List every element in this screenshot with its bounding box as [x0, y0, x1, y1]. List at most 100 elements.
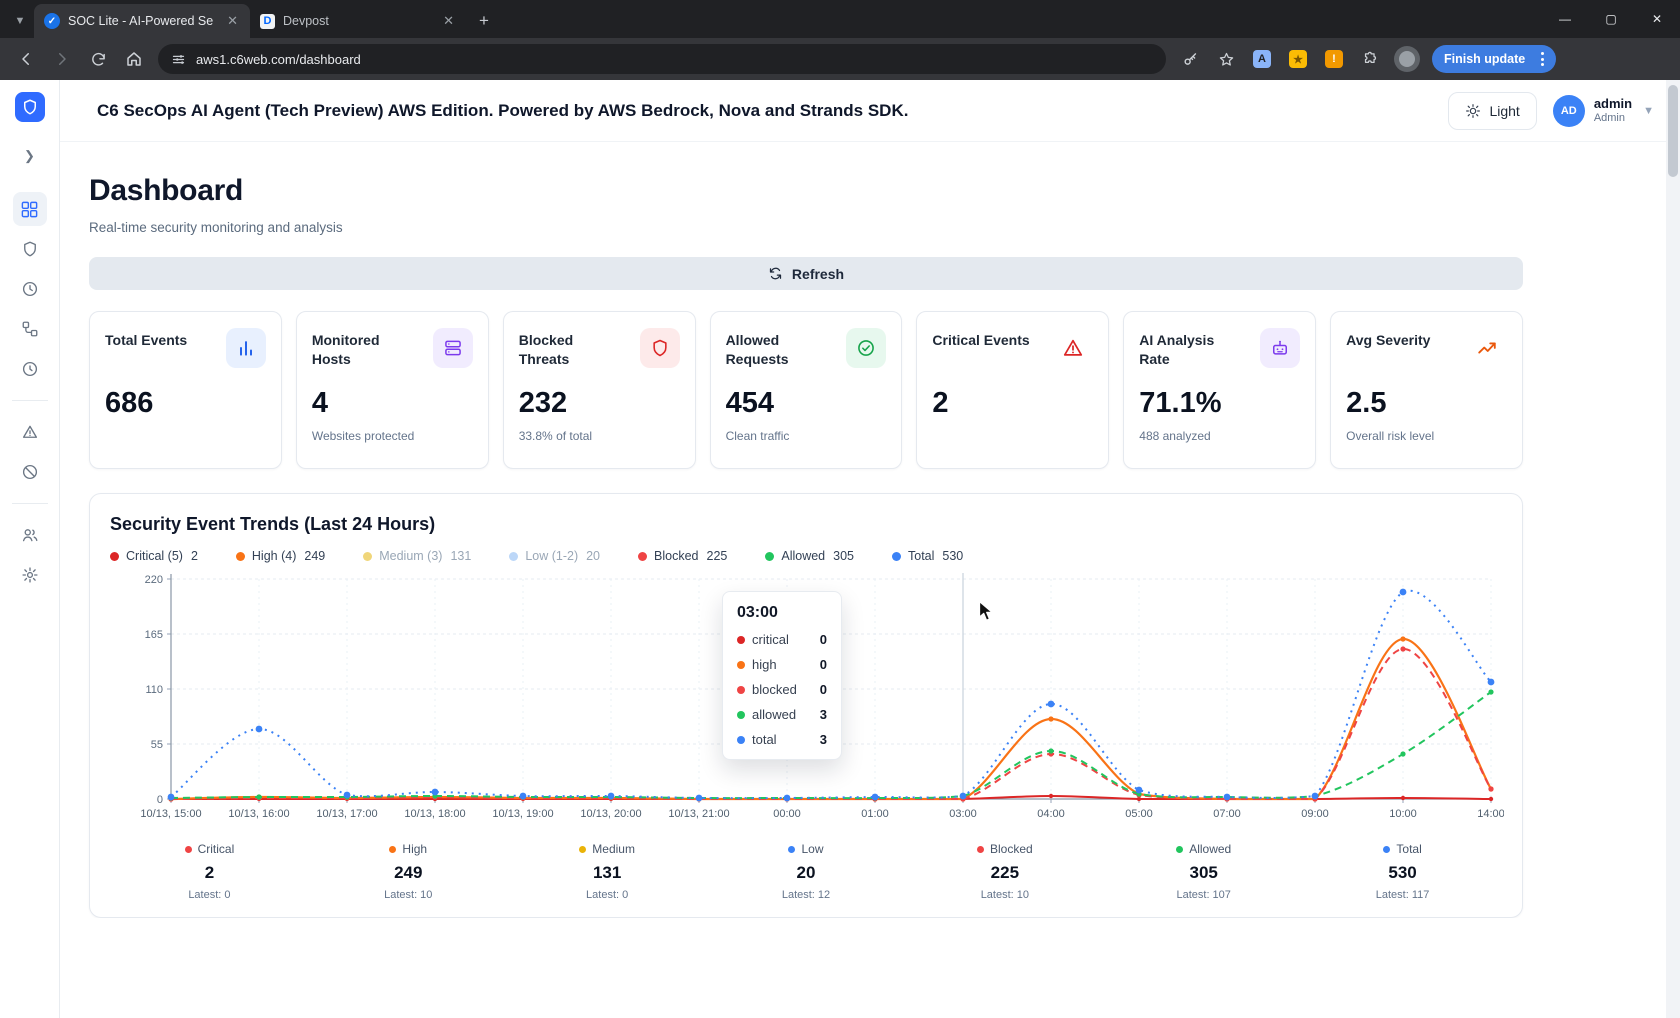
trend-chart-card: Security Event Trends (Last 24 Hours) Cr…: [89, 493, 1523, 918]
new-tab-button[interactable]: +: [479, 11, 489, 30]
legend-item-total[interactable]: Total 530: [892, 549, 963, 563]
back-icon[interactable]: [10, 43, 42, 75]
legend-item-low[interactable]: Low (1-2) 20: [509, 549, 600, 563]
app-logo[interactable]: [14, 92, 45, 122]
sidebar-divider: [11, 400, 48, 401]
refresh-button[interactable]: Refresh: [89, 257, 1523, 290]
stat-sub: 33.8% of total: [518, 429, 593, 443]
stat-card-allowed-requests: Allowed Requests 454 Clean traffic: [709, 311, 903, 469]
sidebar-item-users[interactable]: [13, 518, 47, 552]
tab-devpost[interactable]: D Devpost ✕: [250, 4, 466, 38]
svg-text:10/13, 19:00: 10/13, 19:00: [492, 808, 553, 820]
sidebar-item-workflow[interactable]: [13, 312, 47, 346]
theme-toggle-button[interactable]: Light: [1448, 91, 1537, 130]
summary-total: Total 530 Latest: 117: [1375, 842, 1430, 901]
site-settings-icon[interactable]: [171, 52, 186, 67]
stat-card-ai-analysis-rate: AI Analysis Rate 71.1% 488 analyzed: [1123, 311, 1317, 469]
chart-summary-row: Critical 2 Latest: 0 High 249 Latest: 10 Med…: [110, 842, 1502, 901]
main-area: C6 SecOps AI Agent (Tech Preview) AWS Ed…: [60, 80, 1680, 1018]
translate-extension-icon[interactable]: A: [1246, 43, 1278, 75]
svg-text:05:00: 05:00: [1125, 808, 1153, 820]
sidebar-item-security[interactable]: [13, 232, 47, 266]
legend-item-medium[interactable]: Medium (3) 131: [363, 549, 471, 563]
bookmark-star-icon[interactable]: [1210, 43, 1242, 75]
finish-update-label: Finish update: [1444, 52, 1526, 66]
user-avatar: AD: [1552, 94, 1585, 127]
svg-text:00:00: 00:00: [773, 808, 801, 820]
tooltip-time: 03:00: [737, 604, 778, 621]
browser-profile-avatar[interactable]: [1394, 46, 1420, 72]
minimize-button[interactable]: —: [1559, 12, 1571, 26]
maximize-button[interactable]: ▢: [1605, 12, 1617, 26]
browser-menu-dots-icon[interactable]: [1533, 52, 1552, 66]
summary-low: Low 20 Latest: 12: [781, 842, 831, 901]
trend-line-chart: 0 55 110 165 220 10/13, 15:00 10/13, 16:00 10/1…: [140, 573, 1505, 820]
sidebar-divider: [11, 503, 48, 504]
sidebar: ❯: [0, 80, 60, 1018]
svg-text:01:00: 01:00: [861, 808, 889, 820]
stat-sub: Overall risk level: [1346, 429, 1435, 443]
stat-card-blocked-threats: Blocked Threats 232 33.8% of total: [502, 311, 696, 469]
shield-icon: [639, 328, 680, 368]
finish-update-button[interactable]: Finish update: [1432, 45, 1557, 73]
tab-search-icon[interactable]: ▼: [14, 15, 26, 27]
close-window-button[interactable]: ✕: [1651, 12, 1663, 26]
stat-value: 232: [518, 387, 568, 419]
sidebar-item-settings[interactable]: [13, 558, 47, 592]
address-bar[interactable]: aws1.c6web.com/dashboard: [158, 44, 1166, 74]
svg-text:14:00: 14:00: [1477, 808, 1504, 820]
tooltip-row: blocked 0: [737, 682, 827, 697]
sidebar-item-dashboard[interactable]: [12, 192, 47, 226]
sun-icon: [1466, 103, 1481, 118]
stat-value: 454: [725, 387, 774, 419]
extensions-puzzle-icon[interactable]: [1354, 43, 1386, 75]
legend-item-high[interactable]: High (4) 249: [235, 549, 325, 563]
svg-text:220: 220: [145, 574, 163, 586]
tab-close-icon[interactable]: ✕: [443, 13, 454, 28]
svg-text:10/13, 16:00: 10/13, 16:00: [228, 808, 289, 820]
summary-critical: Critical 2 Latest: 0: [110, 842, 309, 901]
stat-label: AI Analysis Rate: [1139, 332, 1215, 367]
svg-text:07:00: 07:00: [1213, 808, 1241, 820]
user-menu[interactable]: AD admin Admin ▼: [1552, 94, 1654, 127]
reload-icon[interactable]: [82, 43, 114, 75]
svg-text:10/13, 15:00: 10/13, 15:00: [140, 808, 201, 820]
sidebar-item-events[interactable]: [13, 272, 47, 306]
sidebar-expand-icon[interactable]: ❯: [24, 148, 35, 163]
extension-icon-yellow[interactable]: ★: [1282, 43, 1314, 75]
extension-icon-orange[interactable]: !: [1318, 43, 1350, 75]
stat-card-avg-severity: Avg Severity 2.5 Overall risk level: [1330, 311, 1523, 469]
tab-close-icon[interactable]: ✕: [227, 13, 238, 28]
svg-text:55: 55: [151, 739, 163, 751]
page-scrollbar[interactable]: [1666, 80, 1680, 1018]
tab-title: SOC Lite - AI-Powered Se: [68, 14, 214, 28]
bar-chart-icon: [225, 328, 266, 368]
scrollbar-thumb[interactable]: [1668, 85, 1678, 177]
sidebar-item-blocked[interactable]: [13, 455, 47, 489]
sidebar-item-history[interactable]: [13, 352, 47, 386]
browser-tab-strip: ▼ ✓ SOC Lite - AI-Powered Se ✕ D Devpost…: [0, 0, 1680, 38]
svg-text:110: 110: [145, 684, 163, 696]
home-icon[interactable]: [118, 43, 150, 75]
summary-high: High 249 Latest: 10: [384, 842, 433, 901]
server-icon: [432, 328, 473, 368]
summary-blocked: Blocked 225 Latest: 10: [905, 842, 1104, 901]
legend-item-allowed[interactable]: Allowed 305: [765, 549, 854, 563]
password-key-icon[interactable]: [1174, 43, 1206, 75]
stat-sub: Clean traffic: [725, 429, 790, 443]
forward-icon[interactable]: [46, 43, 78, 75]
tab-soc-lite[interactable]: ✓ SOC Lite - AI-Powered Se ✕: [34, 4, 250, 38]
svg-text:10/13, 20:00: 10/13, 20:00: [580, 808, 641, 820]
stat-label: Total Events: [105, 332, 188, 348]
sidebar-item-alerts[interactable]: [13, 415, 47, 449]
stat-value: 2: [932, 387, 949, 419]
tooltip-row: critical 0: [737, 632, 827, 647]
legend-item-blocked[interactable]: Blocked 225: [638, 549, 727, 563]
refresh-icon: [769, 267, 782, 280]
robot-icon: [1260, 328, 1301, 368]
stat-label: Critical Events: [932, 332, 1030, 348]
legend-item-critical[interactable]: Critical (5) 2: [110, 549, 198, 563]
user-role: Admin: [1593, 111, 1625, 124]
svg-text:04:00: 04:00: [1037, 808, 1065, 820]
tooltip-row: high 0: [737, 657, 827, 672]
